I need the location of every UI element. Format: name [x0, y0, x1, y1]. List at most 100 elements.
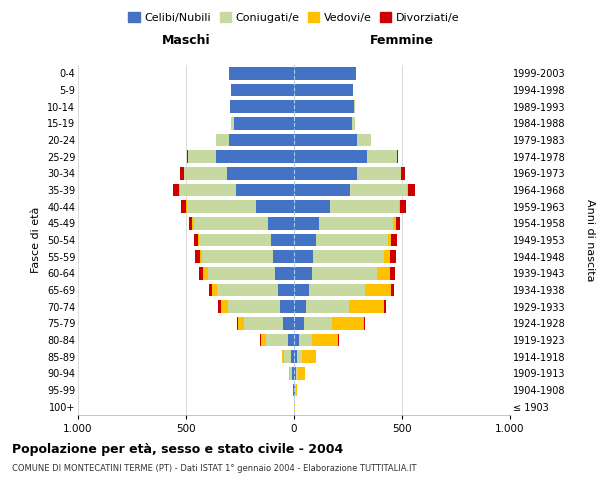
Bar: [294, 117, 352, 130]
Bar: [294, 84, 353, 96]
Bar: [329, 200, 399, 213]
Bar: [268, 217, 294, 230]
Bar: [390, 267, 395, 280]
Bar: [203, 267, 208, 280]
Bar: [316, 234, 388, 246]
Bar: [275, 267, 294, 280]
Bar: [198, 234, 199, 246]
Bar: [294, 100, 355, 113]
Text: Popolazione per età, sesso e stato civile - 2004: Popolazione per età, sesso e stato civil…: [12, 442, 343, 456]
Bar: [304, 317, 332, 330]
Bar: [391, 234, 397, 246]
Bar: [395, 217, 400, 230]
Bar: [218, 300, 221, 313]
Bar: [283, 317, 294, 330]
Bar: [233, 117, 294, 130]
Y-axis label: Anni di nascita: Anni di nascita: [585, 198, 595, 281]
Bar: [260, 334, 266, 346]
Bar: [294, 284, 309, 296]
Bar: [282, 350, 284, 363]
Bar: [244, 317, 283, 330]
Bar: [313, 334, 338, 346]
Bar: [274, 250, 294, 263]
Bar: [294, 250, 313, 263]
Bar: [278, 284, 294, 296]
Bar: [193, 217, 194, 230]
Bar: [388, 234, 391, 246]
Bar: [208, 267, 275, 280]
Bar: [294, 350, 297, 363]
Bar: [297, 350, 302, 363]
Bar: [349, 300, 383, 313]
Bar: [313, 250, 383, 263]
Bar: [194, 217, 268, 230]
Text: Maschi: Maschi: [161, 34, 211, 48]
Bar: [217, 284, 278, 296]
Bar: [181, 200, 187, 213]
Bar: [173, 184, 179, 196]
Bar: [394, 217, 395, 230]
Bar: [309, 284, 365, 296]
Bar: [294, 200, 329, 213]
Bar: [294, 234, 316, 246]
Bar: [236, 184, 294, 196]
Bar: [332, 317, 364, 330]
Bar: [280, 300, 294, 313]
Bar: [291, 350, 294, 363]
Bar: [356, 167, 401, 179]
Bar: [294, 134, 356, 146]
Bar: [294, 150, 367, 163]
Bar: [187, 150, 188, 163]
Bar: [377, 267, 390, 280]
Bar: [200, 250, 202, 263]
Bar: [294, 317, 304, 330]
Bar: [229, 67, 294, 80]
Bar: [199, 267, 203, 280]
Bar: [287, 334, 294, 346]
Bar: [408, 184, 415, 196]
Bar: [350, 184, 407, 196]
Bar: [194, 250, 200, 263]
Bar: [229, 134, 294, 146]
Bar: [266, 334, 287, 346]
Bar: [294, 300, 306, 313]
Bar: [294, 367, 296, 380]
Bar: [179, 184, 236, 196]
Text: Femmine: Femmine: [370, 34, 434, 48]
Bar: [216, 150, 294, 163]
Bar: [397, 150, 398, 163]
Bar: [298, 367, 305, 380]
Bar: [230, 100, 294, 113]
Bar: [209, 284, 212, 296]
Bar: [294, 167, 356, 179]
Bar: [199, 234, 271, 246]
Bar: [302, 350, 316, 363]
Bar: [237, 317, 238, 330]
Bar: [293, 384, 294, 396]
Bar: [294, 184, 350, 196]
Bar: [256, 200, 294, 213]
Bar: [365, 284, 391, 296]
Bar: [294, 334, 299, 346]
Bar: [271, 234, 294, 246]
Bar: [296, 367, 298, 380]
Bar: [401, 167, 405, 179]
Bar: [352, 117, 355, 130]
Bar: [407, 184, 408, 196]
Bar: [238, 317, 244, 330]
Bar: [221, 300, 228, 313]
Bar: [296, 384, 297, 396]
Bar: [294, 217, 319, 230]
Bar: [290, 367, 292, 380]
Bar: [228, 300, 280, 313]
Bar: [187, 200, 256, 213]
Bar: [292, 367, 294, 380]
Bar: [399, 200, 400, 213]
Bar: [227, 167, 294, 179]
Text: COMUNE DI MONTECATINI TERME (PT) - Dati ISTAT 1° gennaio 2004 - Elaborazione TUT: COMUNE DI MONTECATINI TERME (PT) - Dati …: [12, 464, 416, 473]
Bar: [184, 167, 227, 179]
Bar: [367, 150, 397, 163]
Bar: [383, 250, 390, 263]
Bar: [216, 134, 229, 146]
Bar: [188, 150, 216, 163]
